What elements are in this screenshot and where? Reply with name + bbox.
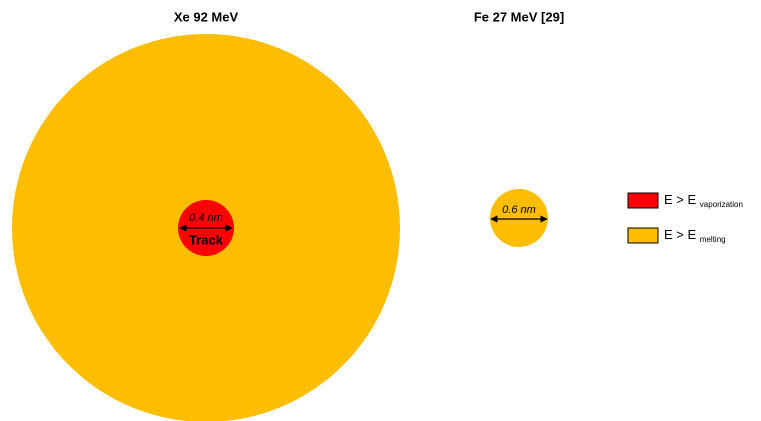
legend-swatch	[627, 192, 659, 209]
legend-label: E > E melting	[664, 227, 726, 244]
diameter-label: 0.6 nm	[502, 204, 536, 216]
legend-text: E > E	[664, 227, 696, 242]
legend-swatch	[627, 227, 659, 244]
panel-title: Xe 92 MeV	[174, 9, 239, 24]
melting-zone	[490, 189, 548, 247]
legend: E > E vaporization E > E melting	[627, 192, 743, 244]
legend-text: E > E	[664, 192, 696, 207]
diameter-label: 0.4 nm	[189, 212, 223, 224]
panel-xe: Xe 92 MeV 0.4 nm Track	[12, 9, 400, 421]
panel-fe: Fe 27 MeV [29] 0.6 nm	[474, 9, 564, 247]
panel-title: Fe 27 MeV [29]	[474, 9, 564, 24]
legend-subscript: vaporization	[700, 200, 743, 209]
legend-subscript: melting	[700, 235, 726, 244]
track-label: Track	[189, 232, 224, 247]
legend-label: E > E vaporization	[664, 192, 743, 209]
